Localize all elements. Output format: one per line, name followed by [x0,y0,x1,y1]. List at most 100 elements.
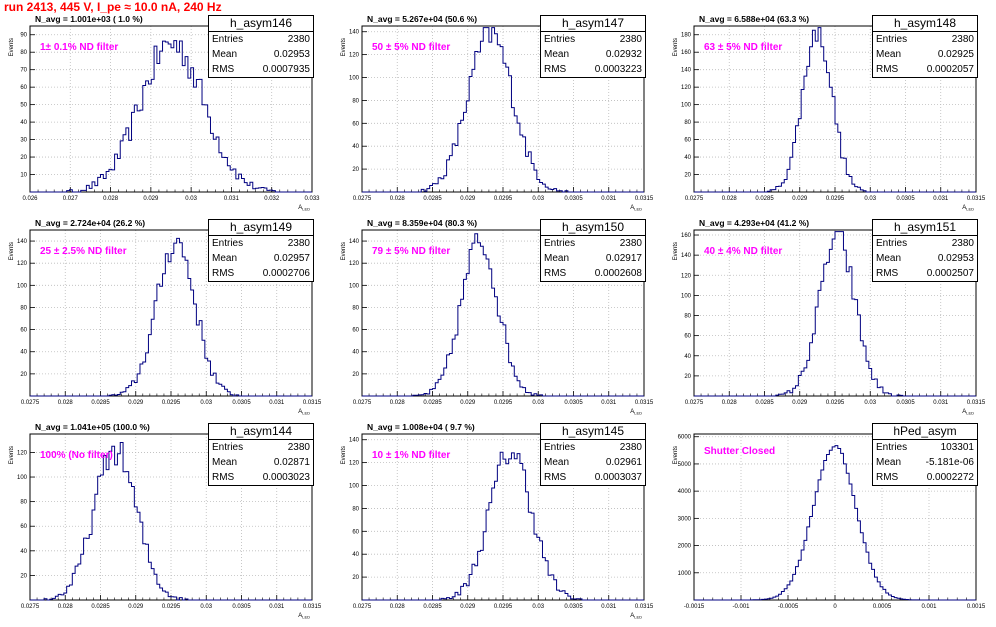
y-axis-label: Events [341,38,347,56]
stat-box: h_asym149 Entries 2380 Mean 0.02957 RMS 0.0002… [208,219,314,282]
x-tick-label: 0.031 [601,196,617,202]
x-tick-label: 0.028 [58,604,74,610]
stat-mean-label: Mean [544,49,570,60]
stat-box: h_asym144 Entries 2380 Mean 0.02871 RMS 0.0003… [208,423,314,486]
y-tick-label: 60 [20,524,27,530]
x-tick-label: 0.0315 [635,196,654,202]
stat-rms: RMS 0.0007935 [209,62,313,77]
y-tick-label: 80 [684,120,691,126]
stat-mean-value: 0.02917 [605,253,642,264]
x-tick-label: 0.0015 [967,604,986,610]
y-tick-label: 40 [352,350,359,356]
x-tick-label: 0.0295 [826,196,845,202]
stat-rms-label: RMS [544,472,567,483]
stat-entries-value: 2380 [951,238,974,249]
stat-mean-label: Mean [876,253,902,264]
stat-mean: Mean 0.02925 [873,47,977,62]
stat-box-title: hPed_asym [873,424,977,440]
histogram-panel-h_asym147: 0.0275 0.028 0.0285 0.029 0.0295 0.03 0.0305 0.… [332,12,661,219]
stat-box-title: h_asym149 [209,220,313,236]
x-tick-label: -0.0015 [684,604,705,610]
y-tick-label: 120 [17,450,28,456]
plot-frame [29,25,313,193]
navg-label: N_avg = 1.041e+05 (100.0 %) [35,422,150,432]
stat-rms-value: 0.0003223 [594,64,642,75]
stat-rms-value: 0.0002272 [926,472,974,483]
y-tick-label: 2000 [678,544,692,550]
histogram-panel-hPed_asym: -0.0015 -0.001 -0.0005 0 0.0005 0.001 0.0015 10… [664,420,993,627]
stat-entries-value: 2380 [619,442,642,453]
x-tick-label: 0.031 [224,196,240,202]
histogram-panel-h_asym148: 0.0275 0.028 0.0285 0.029 0.0295 0.03 0.0305 0.… [664,12,993,219]
filter-label: 50 ± 5% ND filter [372,42,451,53]
x-axis-label: ALED [298,409,310,416]
histogram-line [30,237,312,397]
stat-rms-value: 0.0002706 [262,268,310,279]
y-tick-label: 6000 [678,435,692,441]
stat-entries-label: Entries [544,442,576,453]
x-tick-label: 0.0285 [755,196,774,202]
x-tick-label: 0.03 [200,604,212,610]
x-tick-label: 0.0305 [896,196,915,202]
y-tick-label: 120 [349,53,360,59]
stat-mean: Mean 0.02871 [209,455,313,470]
y-tick-label: 180 [681,33,692,39]
stat-box-title: h_asym146 [209,16,313,32]
stat-mean: Mean 0.02957 [209,251,313,266]
histogram-svg: 0.0275 0.028 0.0285 0.029 0.0295 0.03 0.0305 0.… [9,229,322,416]
x-tick-label: 0.03 [185,196,197,202]
y-tick-label: 20 [684,173,691,179]
stat-entries: Entries 2380 [541,32,645,47]
x-tick-label: 0.0295 [162,604,181,610]
x-axis-label: ALED [962,409,974,416]
histogram-panel-h_asym151: 0.0275 0.028 0.0285 0.029 0.0295 0.03 0.0305 0.… [664,216,993,423]
y-tick-label: 100 [17,283,28,289]
y-axis-label: Events [673,38,679,56]
y-tick-label: 140 [17,239,28,245]
x-tick-label: 0.0305 [232,400,251,406]
stat-rms-value: 0.0003023 [262,472,310,483]
x-tick-label: 0.0005 [873,604,892,610]
y-tick-label: 20 [20,155,27,161]
y-tick-label: 90 [20,33,27,39]
stat-box-title: h_asym145 [541,424,645,440]
x-tick-label: 0.031 [601,400,617,406]
y-axis-label: Events [673,446,679,464]
x-tick-label: 0.029 [792,196,808,202]
stat-box-title: h_asym144 [209,424,313,440]
y-tick-label: 40 [684,155,691,161]
stat-entries-label: Entries [212,34,244,45]
y-tick-label: 100 [681,293,692,299]
y-tick-label: 50 [20,103,27,109]
stat-rms: RMS 0.0002057 [873,62,977,77]
stat-entries-label: Entries [544,34,576,45]
stat-entries-value: 2380 [287,34,310,45]
x-tick-label: 0.0315 [967,196,986,202]
y-tick-label: 140 [681,68,692,74]
x-axis-label: ALED [298,205,310,212]
y-tick-label: 30 [20,138,27,144]
navg-label: N_avg = 2.724e+04 (26.2 %) [35,218,146,228]
x-tick-label: 0.0295 [162,400,181,406]
filter-label: 100% (No filter) [40,450,113,461]
histogram-line [694,445,976,601]
histogram-panel-h_asym146: 0.026 0.027 0.028 0.029 0.03 0.031 0.032 0.033 1… [0,12,329,219]
stat-mean-label: Mean [876,457,902,468]
stat-rms-value: 0.0003037 [594,472,642,483]
stat-rms-label: RMS [876,64,899,75]
stat-entries: Entries 2380 [209,236,313,251]
histogram-panel-h_asym150: 0.0275 0.028 0.0285 0.029 0.0295 0.03 0.0305 0.… [332,216,661,423]
stat-mean-value: 0.02953 [937,253,974,264]
stat-rms-value: 0.0007935 [262,64,310,75]
x-tick-label: 0.0285 [91,604,110,610]
y-tick-label: 20 [352,372,359,378]
y-tick-label: 120 [17,261,28,267]
x-tick-label: 0.0275 [685,400,704,406]
x-tick-label: 0.0275 [21,400,40,406]
stat-entries-label: Entries [212,442,244,453]
stat-rms: RMS 0.0003037 [541,470,645,485]
y-tick-label: 140 [349,438,360,444]
stat-mean-value: -5.181e-06 [925,457,974,468]
y-tick-label: 160 [681,50,692,56]
stat-mean-label: Mean [876,49,902,60]
